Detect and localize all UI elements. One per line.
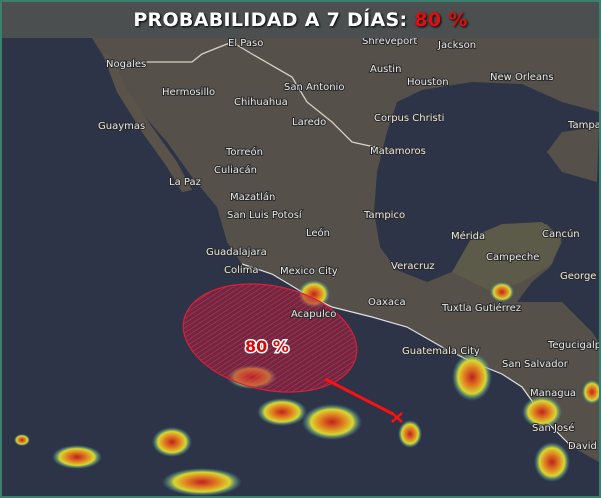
city-label: David — [568, 441, 597, 452]
city-label: Mérida — [451, 230, 485, 242]
probability-area-label: 80 % — [245, 337, 289, 356]
city-label: Acapulco — [291, 309, 336, 320]
city-label: El Paso — [228, 38, 263, 49]
city-label: Oaxaca — [368, 297, 406, 308]
city-label: Colima — [224, 265, 259, 276]
florida — [547, 127, 599, 182]
header-title: PROBABILIDAD A 7 DÍAS: — [133, 9, 408, 31]
city-label: Nogales — [106, 59, 146, 70]
city-label: Chihuahua — [234, 97, 288, 108]
city-label: Tegucigalpa — [547, 340, 599, 351]
header-bar: PROBABILIDAD A 7 DÍAS: 80 % — [2, 2, 599, 38]
city-label: Campeche — [486, 252, 539, 263]
city-label: Guatemala City — [402, 346, 480, 357]
city-label: San Salvador — [502, 359, 569, 370]
city-label: Tampa — [567, 120, 599, 131]
city-label: Tuxtla Gutiérrez — [441, 302, 521, 314]
city-label: Torreón — [225, 146, 263, 158]
city-label: San Luis Potosí — [227, 209, 303, 221]
city-label: Mazatlán — [230, 191, 275, 203]
yucatan — [452, 222, 562, 292]
city-label: Houston — [407, 77, 449, 88]
city-label: Laredo — [292, 117, 326, 128]
city-label: Jackson — [437, 40, 476, 51]
city-label: Mexico City — [280, 266, 338, 277]
header-probability: 80 % — [414, 9, 468, 31]
track-line — [324, 377, 394, 416]
satellite-map: 80 % El Paso Shreveport Jackson Nogales Aust… — [2, 38, 599, 496]
city-label: Cancún — [542, 228, 580, 240]
city-label: George Town — [560, 271, 599, 282]
city-label: Hermosillo — [162, 87, 215, 98]
probability-area[interactable] — [173, 269, 367, 407]
city-label: Veracruz — [391, 261, 435, 272]
city-label: Matamoros — [370, 146, 426, 157]
city-label: Managua — [530, 388, 576, 399]
city-label: New Orleans — [490, 72, 554, 83]
city-label: La Paz — [169, 177, 201, 188]
coastline — [241, 263, 573, 448]
city-label: León — [306, 227, 330, 239]
city-label: Austin — [370, 64, 401, 75]
baja-california — [102, 52, 192, 192]
city-label: Corpus Christi — [374, 113, 444, 124]
city-label: Shreveport — [362, 38, 417, 47]
city-label: San Antonio — [284, 82, 344, 93]
city-label: Guadalajara — [206, 247, 267, 258]
disturbance-x-icon[interactable] — [391, 412, 403, 423]
border-line — [122, 41, 398, 153]
city-label: Tampico — [363, 210, 405, 221]
city-label: Culiacán — [214, 164, 257, 176]
city-label: Guaymas — [98, 121, 145, 132]
city-label: San José — [532, 422, 574, 434]
